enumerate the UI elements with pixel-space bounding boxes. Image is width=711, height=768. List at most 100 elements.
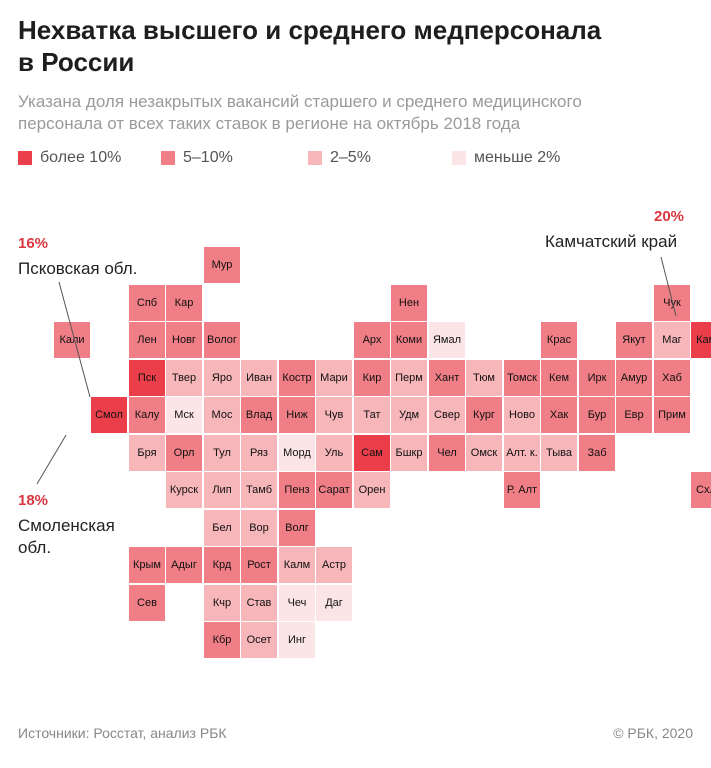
region-tile: Кали — [54, 322, 90, 358]
region-tile: Орл — [166, 435, 202, 471]
legend-swatch-5-10 — [161, 151, 175, 165]
region-tile: Крас — [541, 322, 577, 358]
region-tile: Мари — [316, 360, 352, 396]
region-tile: Смол — [91, 397, 127, 433]
region-tile: Чел — [429, 435, 465, 471]
region-tile: Схлн — [691, 472, 711, 508]
chart-title-line-2: в России — [18, 47, 135, 77]
region-tile: Хаб — [654, 360, 690, 396]
region-tile: Томск — [504, 360, 540, 396]
region-tile: Нен — [391, 285, 427, 321]
smolensk-callout-line — [36, 434, 67, 485]
region-tile: Хак — [541, 397, 577, 433]
region-tile: Кем — [541, 360, 577, 396]
region-tile: Хант — [429, 360, 465, 396]
region-tile: Кир — [354, 360, 390, 396]
region-tile: Влад — [241, 397, 277, 433]
region-tile: Бел — [204, 510, 240, 546]
legend-swatch-over-10 — [18, 151, 32, 165]
region-tile: Мск — [166, 397, 202, 433]
chart-subtitle-line-2: персонала от всех таких ставок в регионе… — [18, 114, 521, 133]
legend-swatch-under-2 — [452, 151, 466, 165]
region-tile: Уль — [316, 435, 352, 471]
region-tile: Кбр — [204, 622, 240, 658]
region-tile: Сев — [129, 585, 165, 621]
region-tile: Прим — [654, 397, 690, 433]
region-tile: Лип — [204, 472, 240, 508]
region-tile: Чеч — [279, 585, 315, 621]
kamchatka-callout-name: Камчатский край — [545, 232, 678, 251]
region-tile: Бур — [579, 397, 615, 433]
legend-label-5-10: 5–10% — [183, 149, 233, 166]
chart-title: Нехватка высшего и среднего медперсонала… — [18, 14, 698, 78]
legend-swatch-2-5 — [308, 151, 322, 165]
smolensk-callout-percent: 18% — [18, 492, 49, 509]
region-tile: Курск — [166, 472, 202, 508]
region-tile: Ирк — [579, 360, 615, 396]
region-tile: Заб — [579, 435, 615, 471]
chart-subtitle-line-1: Указана доля незакрытых вакансий старшег… — [18, 92, 582, 111]
kamchatka-callout-percent: 20% — [654, 208, 685, 225]
legend-item-2-5: 2–5% — [308, 147, 371, 169]
region-tile: Вор — [241, 510, 277, 546]
region-tile: Алт. к. — [504, 435, 540, 471]
pskov-callout-name: Псковская обл. — [18, 259, 138, 278]
legend-item-over-10: более 10% — [18, 147, 121, 169]
region-tile: Сам — [354, 435, 390, 471]
region-tile: Калу — [129, 397, 165, 433]
region-tile: Амур — [616, 360, 652, 396]
region-tile: Бря — [129, 435, 165, 471]
region-tile: Кчр — [204, 585, 240, 621]
region-tile: Свер — [429, 397, 465, 433]
region-tile: Новг — [166, 322, 202, 358]
legend-label-2-5: 2–5% — [330, 149, 371, 166]
footer-copyright: © РБК, 2020 — [613, 725, 693, 741]
region-tile: Тамб — [241, 472, 277, 508]
region-tile: Калм — [279, 547, 315, 583]
region-tile: Адыг — [166, 547, 202, 583]
legend-label-under-2: меньше 2% — [474, 149, 561, 166]
smolensk-callout-name: Смоленская обл. — [18, 515, 115, 559]
region-tile: Тул — [204, 435, 240, 471]
pskov-callout-line — [58, 281, 91, 398]
region-tile: Ряз — [241, 435, 277, 471]
region-tile: Омск — [466, 435, 502, 471]
region-tile: Осет — [241, 622, 277, 658]
region-tile: Рост — [241, 547, 277, 583]
region-tile: Спб — [129, 285, 165, 321]
region-tile: Орен — [354, 472, 390, 508]
legend-label-over-10: более 10% — [40, 149, 122, 166]
region-tile: Пенз — [279, 472, 315, 508]
region-tile: Пск — [129, 360, 165, 396]
region-tile: Даг — [316, 585, 352, 621]
region-tile: Р. Алт — [504, 472, 540, 508]
region-tile: Бшкр — [391, 435, 427, 471]
legend-item-5-10: 5–10% — [161, 147, 233, 169]
legend: более 10% 5–10% 2–5% меньше 2% — [0, 147, 711, 169]
region-tile: Мос — [204, 397, 240, 433]
footer-source: Источники: Росстат, анализ РБК — [18, 725, 227, 741]
region-tile: Перм — [391, 360, 427, 396]
region-tile: Чук — [654, 285, 690, 321]
chart-title-line-1: Нехватка высшего и среднего медперсонала — [18, 15, 602, 45]
region-tile: Став — [241, 585, 277, 621]
region-tile: Астр — [316, 547, 352, 583]
chart-subtitle: Указана доля незакрытых вакансий старшег… — [18, 91, 698, 135]
smolensk-callout-name-line-2: обл. — [18, 538, 52, 557]
kamchatka-callout-line — [660, 256, 677, 317]
region-tile: Арх — [354, 322, 390, 358]
region-tile: Твер — [166, 360, 202, 396]
region-tile: Костр — [279, 360, 315, 396]
region-tile: Яро — [204, 360, 240, 396]
region-tile: Маг — [654, 322, 690, 358]
region-tile: Волог — [204, 322, 240, 358]
region-tile: Удм — [391, 397, 427, 433]
region-tile: Морд — [279, 435, 315, 471]
region-tile: Кург — [466, 397, 502, 433]
legend-item-under-2: меньше 2% — [452, 147, 560, 169]
region-tile: Инг — [279, 622, 315, 658]
region-tile: Ново — [504, 397, 540, 433]
region-tile: Коми — [391, 322, 427, 358]
region-tile: Крд — [204, 547, 240, 583]
